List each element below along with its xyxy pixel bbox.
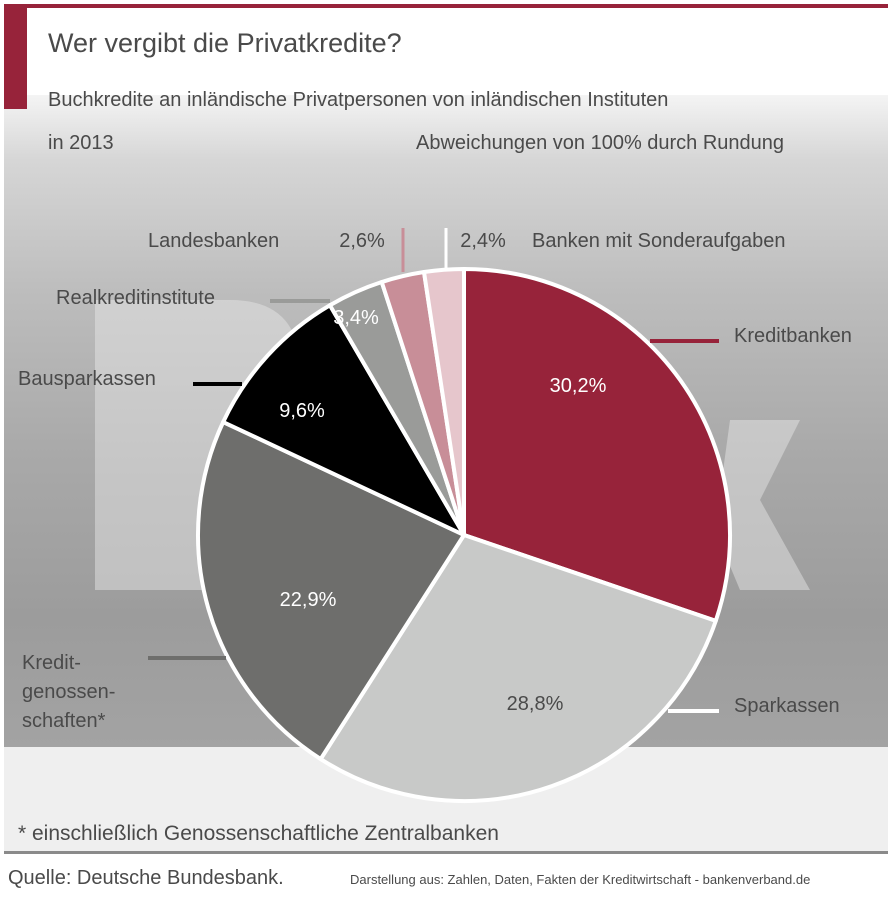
- legend-label-kreditbanken: Kreditbanken: [734, 325, 852, 347]
- top-accent-line: [4, 4, 888, 8]
- divider: [4, 851, 888, 854]
- value-label-kreditbanken: 30,2%: [550, 375, 607, 397]
- chart-title: Wer vergibt die Privatkredite?: [48, 28, 402, 58]
- chart-subtitle: Buchkredite an inländische Privatpersone…: [48, 89, 669, 111]
- legend-label-bausparkassen: Bausparkassen: [18, 368, 156, 390]
- source: Quelle: Deutsche Bundesbank.: [8, 867, 284, 889]
- background-letter-k-shape: [715, 420, 810, 590]
- header-panel: [27, 8, 888, 68]
- legend-label-landesbanken: Landesbanken: [148, 230, 279, 252]
- rounding-note: Abweichungen von 100% durch Rundung: [416, 132, 785, 154]
- legend-label-sonderaufgaben: Banken mit Sonderaufgaben: [532, 230, 786, 252]
- credit: Darstellung aus: Zahlen, Daten, Fakten d…: [350, 872, 811, 887]
- legend-label-kredit-line2: genossen-: [22, 681, 115, 703]
- legend-label-sparkassen: Sparkassen: [734, 695, 840, 717]
- legend-label-kredit-line1: Kredit-: [22, 652, 81, 674]
- pie-slice-0: [462, 267, 732, 623]
- pie-slice-3: [221, 303, 466, 537]
- chart-year: in 2013: [48, 132, 114, 154]
- legend-label-realkredit: Realkreditinstitute: [56, 287, 215, 309]
- value-label-sonderaufgaben: 2,4%: [460, 230, 506, 252]
- legend-label-kredit-line3: schaften*: [22, 710, 106, 732]
- value-label-bausparkassen: 9,6%: [279, 400, 325, 422]
- pie-slice-1: [318, 533, 718, 803]
- value-label-landesbanken: 2,6%: [339, 230, 385, 252]
- footnote: * einschließlich Genossenschaftliche Zen…: [18, 822, 499, 845]
- pie-slice-2: [196, 420, 466, 762]
- value-label-kreditgenossenschaften: 22,9%: [280, 589, 337, 611]
- value-label-realkredit: 3,4%: [333, 307, 379, 329]
- accent-bar: [4, 4, 27, 109]
- value-label-sparkassen: 28,8%: [507, 693, 564, 715]
- pie-slice-6: [422, 267, 466, 537]
